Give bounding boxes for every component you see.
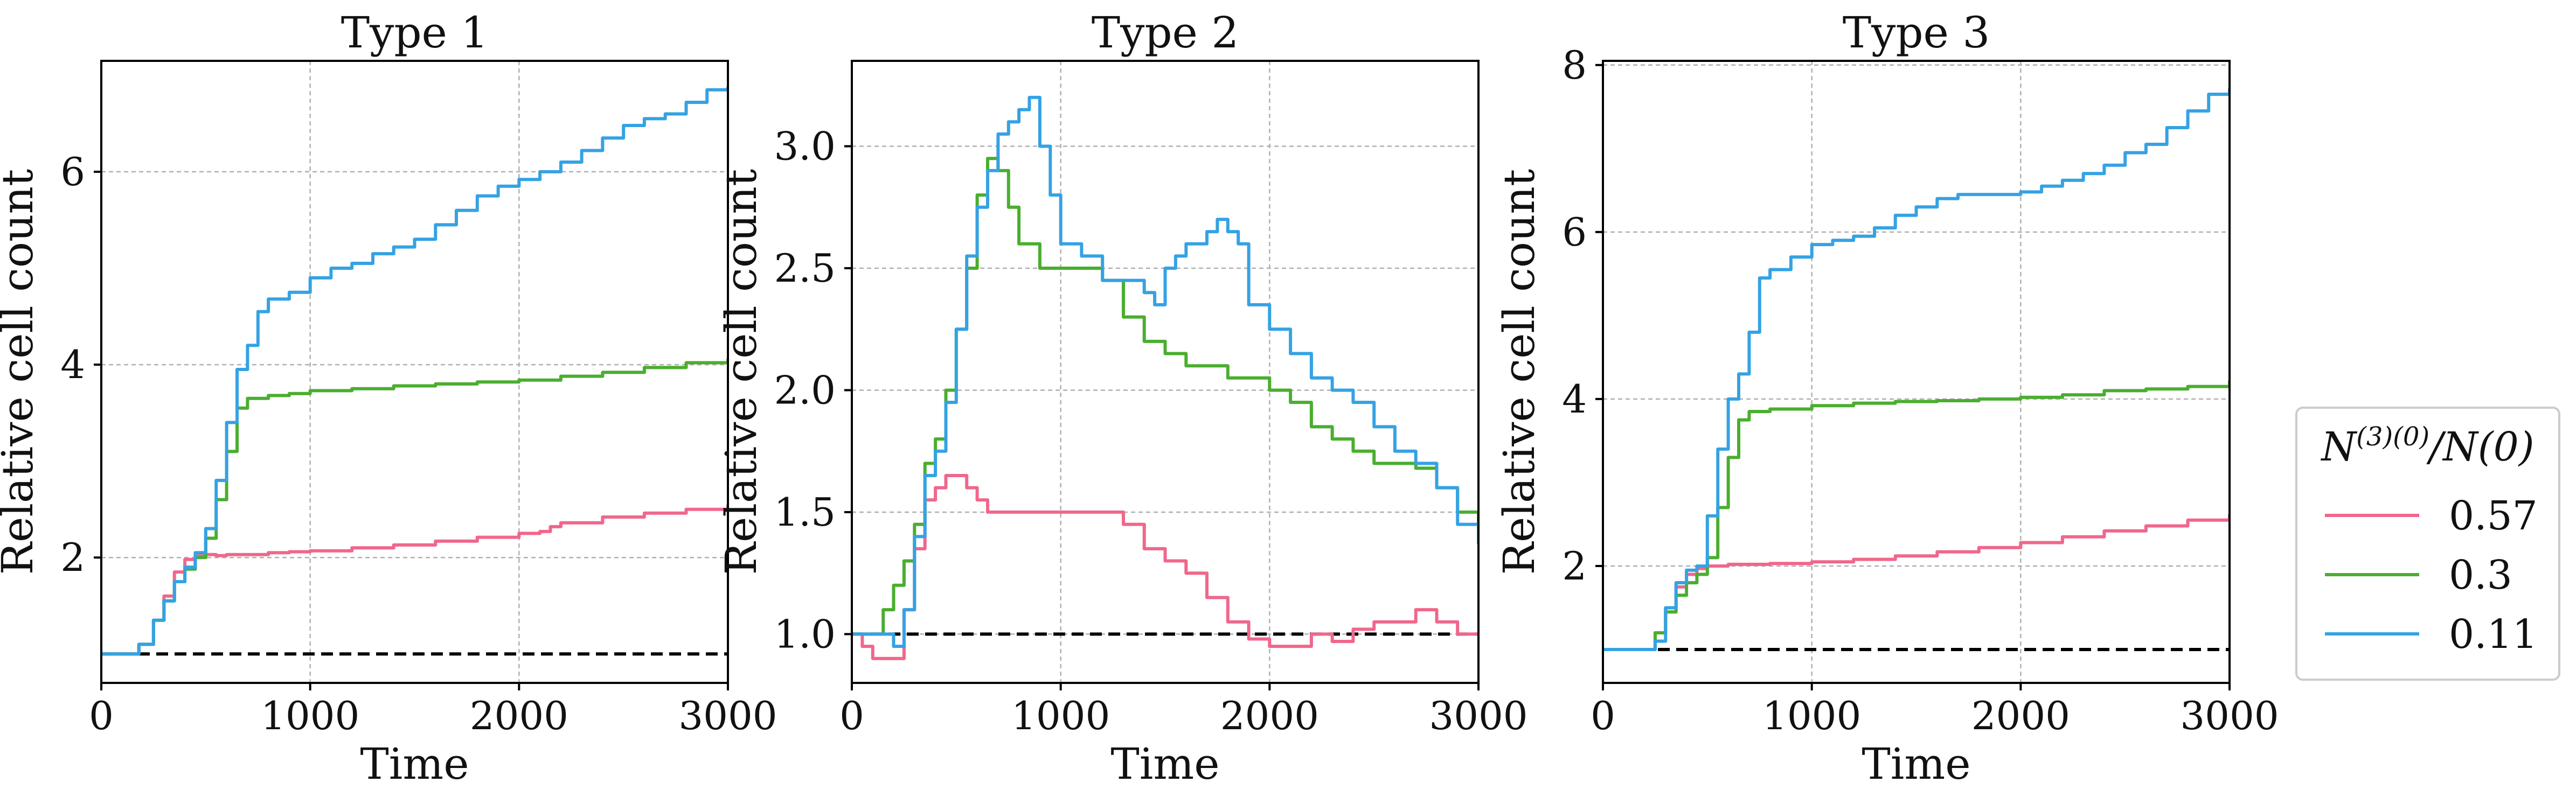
y-tick-label: 2 [1562,543,1587,589]
y-axis-label: Relative cell count [1494,169,1544,575]
x-axis-label: Time [360,739,469,789]
x-axis-label: Time [1110,739,1219,789]
x-tick-label: 2000 [470,693,568,738]
legend-title: N(3)(0)/N(0) [2320,422,2534,470]
x-tick-label: 2000 [1220,693,1319,738]
x-axis-label: Time [1862,739,1970,789]
y-tick-label: 2.5 [774,246,836,291]
y-tick-label: 8 [1562,43,1587,88]
y-tick-label: 1.5 [774,490,836,535]
panel-title: Type 2 [1092,8,1239,58]
x-tick-label: 1000 [1011,693,1110,738]
y-tick-label: 1.0 [774,611,836,657]
y-axis-label: Relative cell count [716,169,766,575]
y-tick-label: 2 [60,535,85,580]
x-tick-label: 3000 [1429,693,1527,738]
plot-frame [100,60,729,684]
y-tick-label: 6 [1562,210,1587,255]
series-line-0.11 [101,87,728,656]
panel-title: Type 1 [341,8,488,58]
legend-label: 0.11 [2449,611,2538,658]
legend: N(3)(0)/N(0) 0.57 0.3 0.11 [2295,407,2560,681]
y-tick-label: 6 [60,149,85,194]
x-tick-label: 0 [839,693,864,738]
x-tick-label: 1000 [1762,693,1861,738]
x-tick-label: 3000 [2180,693,2279,738]
panel-1: 0 1000 2000 3000 2 4 6 Type 1 Time Relative cell … [0,8,777,789]
x-tick-label: 0 [1591,693,1615,738]
x-tick-label: 2000 [1971,693,2070,738]
panel-2: 0 1000 2000 3000 1.0 1.5 2.0 2.5 3.0 Type 2 Time Re… [716,8,1528,789]
series-line-0.11 [852,95,1478,648]
x-tick-label: 3000 [678,693,777,738]
series-line-0.11 [1603,88,2230,651]
series-line-0.3 [852,157,1478,636]
legend-label: 0.57 [2449,493,2538,539]
x-tick-label: 1000 [261,693,359,738]
series-line-0.3 [101,359,728,656]
series-line-0.57 [852,474,1478,660]
series-line-0.3 [1603,380,2230,651]
panel-title: Type 3 [1843,8,1990,58]
y-tick-label: 4 [60,342,85,387]
y-tick-label: 2.0 [774,367,836,413]
y-tick-label: 3.0 [774,124,836,169]
y-tick-label: 4 [1562,376,1587,422]
panel-3: 0 1000 2000 3000 2 4 6 8 Type 3 Time Relative cell… [1494,8,2279,789]
legend-label: 0.3 [2449,552,2512,598]
legend-frame [2295,407,2560,681]
plot-frame [851,60,1480,684]
y-axis-label: Relative cell count [0,169,43,575]
x-tick-label: 0 [89,693,114,738]
series-line-0.57 [101,504,728,656]
plot-frame [1602,60,2231,684]
